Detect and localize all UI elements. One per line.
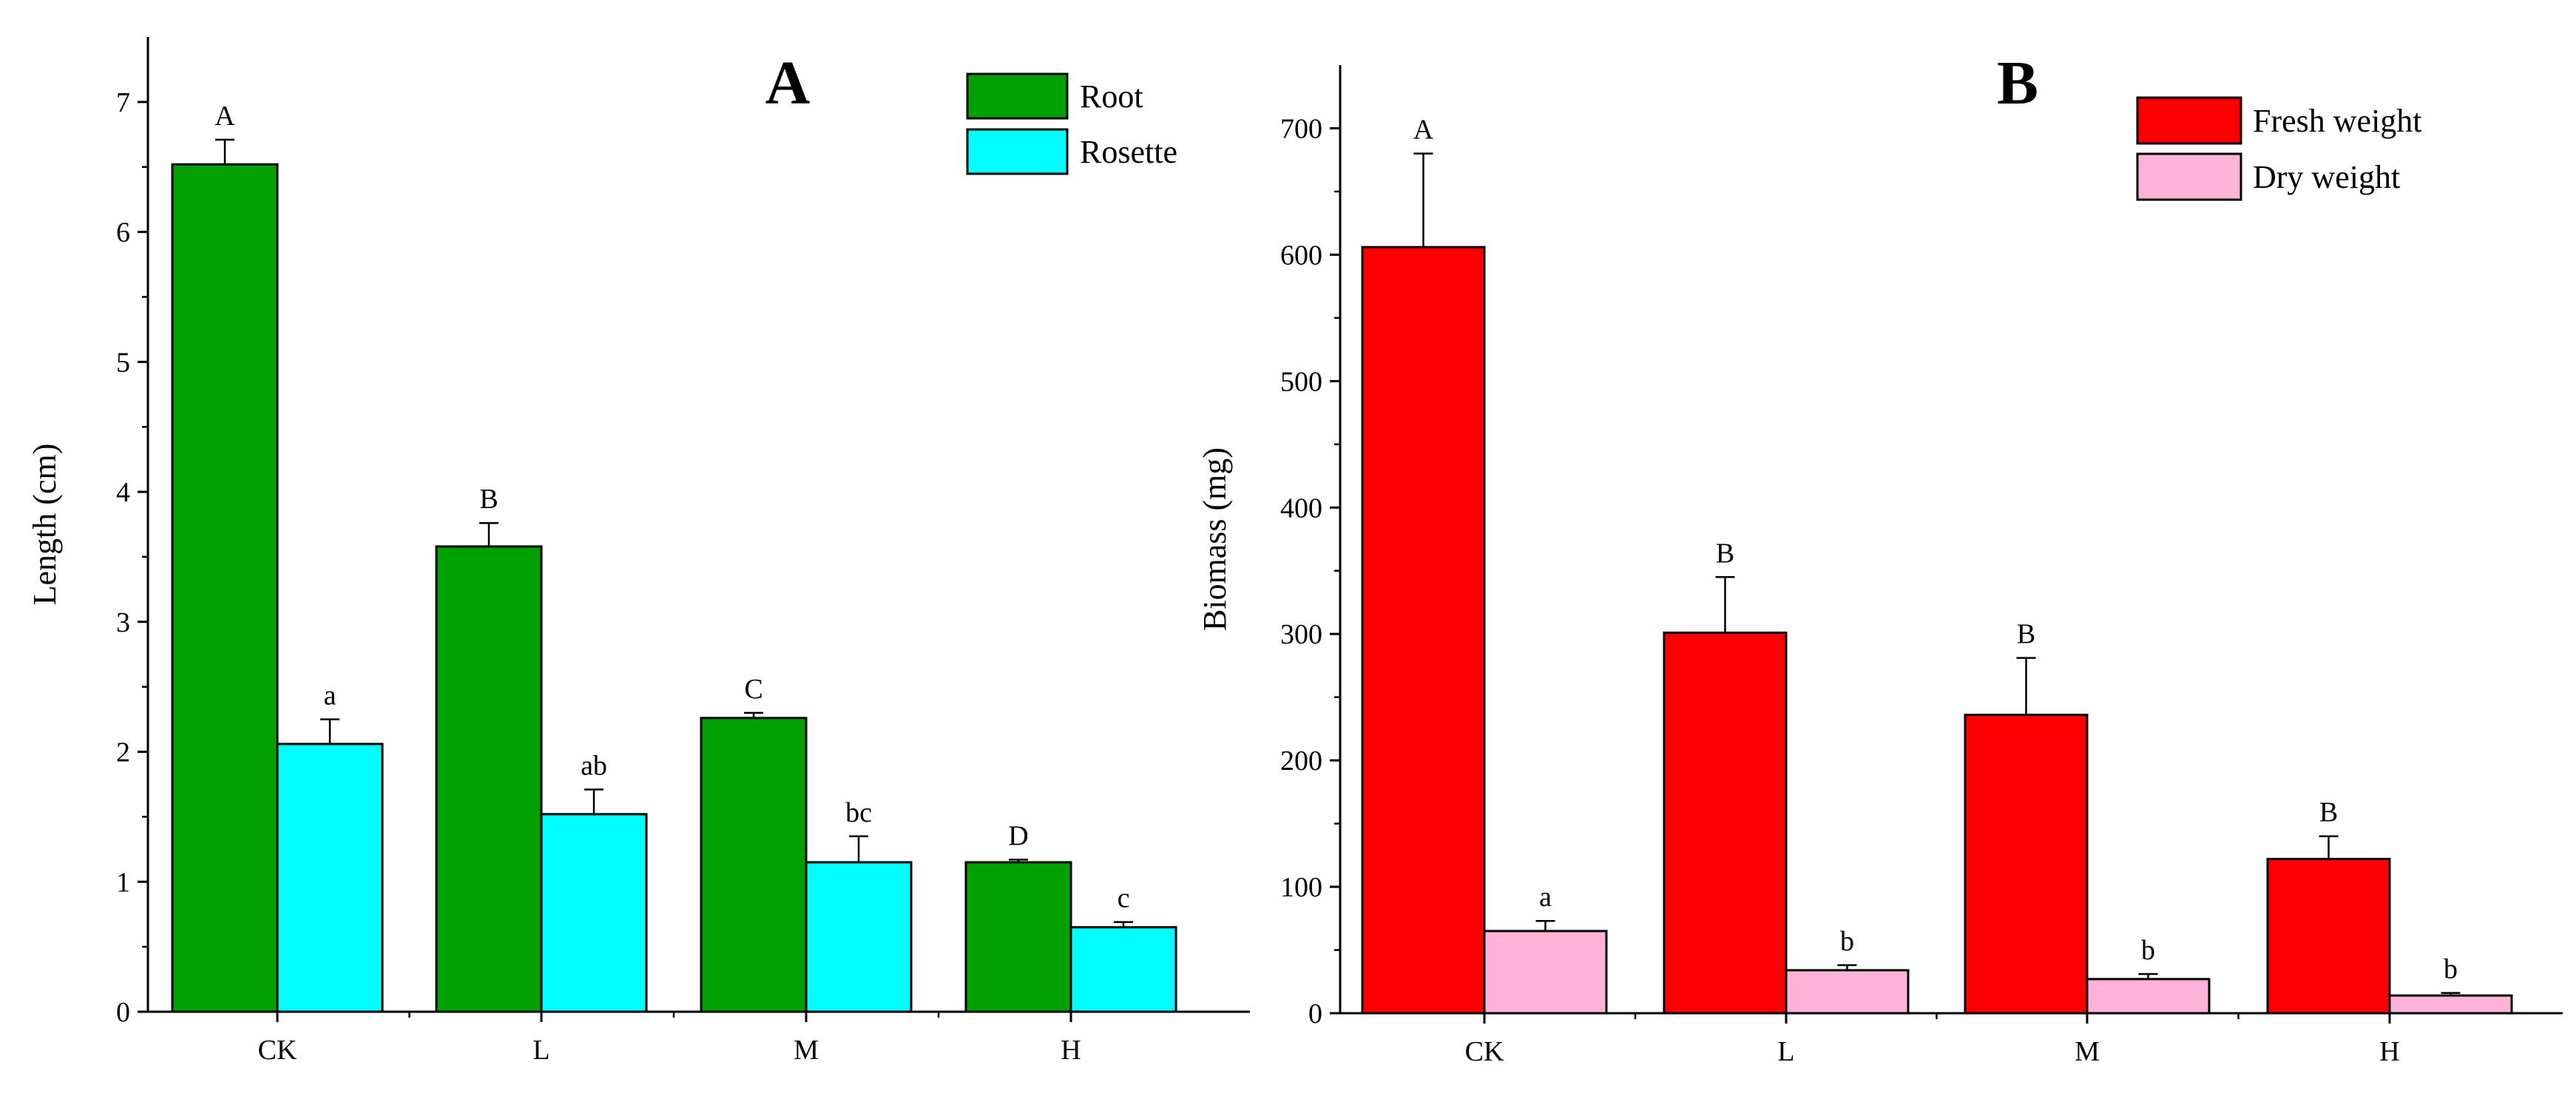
y-tick-label-b: 200 bbox=[1280, 745, 1322, 777]
y-tick-label-a: 2 bbox=[116, 737, 130, 768]
significance-label-b: b bbox=[1840, 926, 1854, 957]
y-tick-label-a: 7 bbox=[116, 87, 130, 118]
y-tick-label-a: 5 bbox=[116, 347, 130, 378]
y-axis-title-a: Length (cm) bbox=[27, 444, 63, 606]
legend-swatch-a-1 bbox=[966, 72, 1069, 120]
y-tick-label-a: 3 bbox=[116, 607, 130, 638]
legend-swatch-b-2 bbox=[2136, 152, 2242, 201]
bar-a-rosette-m bbox=[805, 861, 913, 1013]
panel-a-chart: A B C Da ab bc c 0 1 2 3 4 5 6 7 CK L M H Length (cm) A Root R… bbox=[27, 37, 1250, 1066]
bar-b-dry-weight-ck bbox=[1483, 930, 1608, 1015]
bar-b-dry-weight-l bbox=[1785, 969, 1910, 1015]
significance-label-a: D bbox=[1008, 820, 1028, 851]
y-tick-label-b: 0 bbox=[1308, 998, 1322, 1029]
significance-label-a: ab bbox=[581, 750, 607, 781]
bar-a-rosette-ck bbox=[276, 743, 384, 1013]
x-tick-label-a-m: M bbox=[794, 1035, 819, 1066]
bar-b-fresh-weight-l bbox=[1663, 631, 1788, 1015]
bar-b-fresh-weight-h bbox=[2266, 857, 2391, 1015]
significance-label-b: b bbox=[2141, 935, 2155, 966]
significance-label-b: B bbox=[2017, 619, 2035, 650]
x-tick-label-b-l: L bbox=[1777, 1036, 1794, 1067]
panel-b-chart: A B B Ba b b b 0 100 200 300 400 500 600 700 CK L M H Bioma… bbox=[1197, 49, 2563, 1067]
bar-a-root-ck bbox=[171, 163, 279, 1013]
y-tick-label-b: 100 bbox=[1280, 872, 1322, 903]
legend-swatch-b-1 bbox=[2136, 96, 2242, 145]
x-tick-label-b-ck: CK bbox=[1465, 1036, 1504, 1067]
x-tick-label-b-h: H bbox=[2379, 1036, 2399, 1067]
significance-label-b: A bbox=[1413, 115, 1434, 146]
legend-label-a-2: Rosette bbox=[1080, 134, 1177, 170]
y-tick-label-b: 500 bbox=[1280, 366, 1322, 397]
significance-label-a: bc bbox=[845, 797, 872, 828]
y-tick-label-b: 700 bbox=[1280, 113, 1322, 144]
bar-b-fresh-weight-ck bbox=[1361, 246, 1486, 1015]
x-tick-label-a-ck: CK bbox=[258, 1035, 297, 1066]
legend-label-b-2: Dry weight bbox=[2253, 159, 2400, 195]
legend-label-a-1: Root bbox=[1080, 78, 1143, 115]
bar-b-dry-weight-m bbox=[2086, 978, 2211, 1015]
bar-a-root-l bbox=[435, 545, 543, 1013]
bar-a-root-m bbox=[700, 717, 808, 1013]
bar-b-fresh-weight-m bbox=[1964, 714, 2089, 1015]
legend-label-b-1: Fresh weight bbox=[2253, 103, 2422, 139]
bar-b-dry-weight-h bbox=[2388, 994, 2513, 1015]
significance-label-a: C bbox=[744, 674, 763, 705]
y-tick-label-b: 400 bbox=[1280, 493, 1322, 524]
legend-swatch-a-2 bbox=[966, 128, 1069, 175]
x-tick-label-a-l: L bbox=[533, 1035, 550, 1066]
x-tick-label-b-m: M bbox=[2075, 1036, 2100, 1067]
significance-label-b: B bbox=[2319, 797, 2338, 828]
y-tick-label-a: 0 bbox=[116, 997, 130, 1028]
y-axis-title-b: Biomass (mg) bbox=[1197, 447, 1233, 631]
significance-label-a: A bbox=[214, 101, 235, 132]
bar-a-rosette-h bbox=[1069, 926, 1177, 1013]
significance-label-a: c bbox=[1118, 883, 1130, 914]
significance-label-b: b bbox=[2444, 954, 2458, 985]
significance-label-b: B bbox=[1716, 538, 1734, 569]
bar-a-rosette-l bbox=[540, 813, 648, 1013]
significance-label-b: a bbox=[1539, 882, 1552, 913]
panel-label-b: B bbox=[1997, 49, 2038, 118]
x-tick-label-a-h: H bbox=[1061, 1035, 1081, 1066]
panel-label-a: A bbox=[765, 49, 811, 118]
significance-label-a: a bbox=[324, 680, 337, 711]
y-tick-label-a: 1 bbox=[116, 867, 130, 898]
y-tick-label-a: 6 bbox=[116, 217, 130, 248]
y-tick-label-b: 600 bbox=[1280, 240, 1322, 271]
y-tick-label-a: 4 bbox=[116, 477, 130, 508]
significance-label-a: B bbox=[479, 484, 498, 515]
y-tick-label-b: 300 bbox=[1280, 619, 1322, 650]
bar-a-root-h bbox=[964, 861, 1072, 1013]
